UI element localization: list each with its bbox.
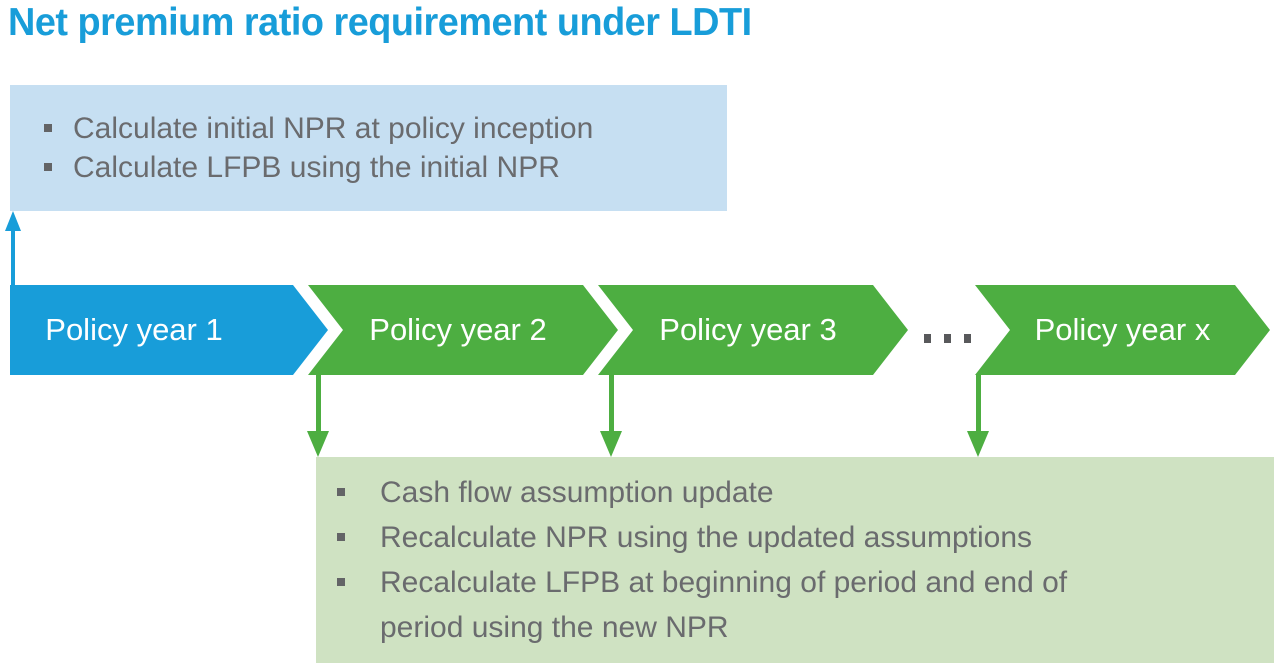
down-arrow-stem [976,375,981,432]
ellipsis-dot [924,334,931,343]
bullet-item: Recalculate LFPB at beginning of period … [337,560,1147,650]
up-arrow-icon [5,211,21,231]
down-arrow-icon [600,431,622,457]
assumption-update-bullet-list: Cash flow assumption update Recalculate … [316,457,1274,650]
ellipsis-dot [964,334,971,343]
chevron-label: Policy year 1 [45,312,223,347]
chevron-label: Policy year 2 [369,312,547,347]
chevron-policy-year-2: Policy year 2 [308,285,618,375]
initial-npr-bullet-list: Calculate initial NPR at policy inceptio… [10,85,727,187]
down-arrow-icon [307,431,329,457]
chevron-label: Policy year x [1034,312,1211,347]
bullet-item: Calculate LFPB using the initial NPR [44,148,717,187]
chevron-label: Policy year 3 [659,312,837,347]
chevron-policy-year-x: Policy year x [975,285,1270,375]
page-title: Net premium ratio requirement under LDTI [8,1,752,44]
ellipsis-dot [944,334,951,343]
bullet-item: Calculate initial NPR at policy inceptio… [44,109,717,148]
ellipsis-dots-icon [924,334,971,343]
down-arrow-stem [316,375,321,432]
up-arrow-stem [11,230,15,285]
bullet-item: Recalculate NPR using the updated assump… [337,515,1147,560]
chevron-policy-year-3: Policy year 3 [598,285,908,375]
initial-npr-box: Calculate initial NPR at policy inceptio… [10,85,727,211]
down-arrow-icon [967,431,989,457]
assumption-update-box: Cash flow assumption update Recalculate … [316,457,1274,663]
down-arrow-stem [609,375,614,432]
bullet-item: Cash flow assumption update [337,470,1147,515]
chevron-policy-year-1: Policy year 1 [10,285,328,375]
